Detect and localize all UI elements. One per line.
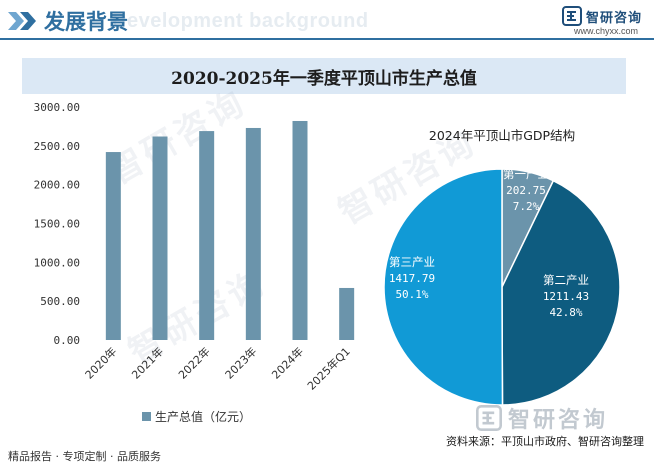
brand-logo-group: 智研咨询 [561,6,642,26]
bar [152,136,168,340]
pie-slice-percent: 50.1% [395,288,428,301]
pie-slice [501,179,621,406]
x-tick-label: 2023年 [222,344,259,381]
header-chevron-icon [8,12,36,30]
pie-slice-label: 第三产业 [389,255,435,269]
pie-slice [383,168,504,406]
x-tick-label: 2025年Q1 [304,344,353,393]
y-tick-label: 0.00 [54,334,81,347]
bar [199,131,215,340]
brand-name: 智研咨询 [585,10,642,26]
footer-brand: 智研咨询 [476,402,608,434]
pie-title: 2024年平顶山市GDP结构 [429,128,575,143]
x-tick-label: 2024年 [269,344,306,381]
legend-swatch [142,412,151,421]
pie-slice-label: 第一产业 [503,167,549,181]
y-tick-label: 2000.00 [34,179,80,192]
x-tick-label: 2021年 [129,344,166,381]
pie-slice-percent: 7.2% [513,200,540,213]
pie-slice-percent: 42.8% [549,306,582,319]
footer-tagline: 精品报告 · 专项定制 · 品质服务 [8,450,161,463]
bar [292,120,308,340]
pie-slice-value: 202.75 [506,184,546,197]
bar [105,152,121,340]
chart-title-bar: 2020-2025年一季度平顶山市生产总值 [22,58,626,94]
header-divider [0,38,654,40]
y-tick-label: 3000.00 [34,101,80,114]
y-tick-label: 1000.00 [34,256,80,269]
bar [339,287,355,340]
legend-label: 生产总值（亿元） [155,409,251,424]
pie-slice-value: 1417.79 [389,272,435,285]
pie-slice-value: 1211.43 [543,290,589,303]
pie-slice-label: 第二产业 [543,273,589,287]
header-title: 发展背景 [44,9,128,34]
y-tick-label: 500.00 [40,295,80,308]
x-tick-label: 2020年 [82,344,119,381]
chart-title: 2020-2025年一季度平顶山市生产总值 [171,68,477,89]
footer-brand-name: 智研咨询 [508,408,609,433]
footer-logo-icon [476,405,502,431]
data-source: 资料来源：平顶山市政府、智研咨询整理 [446,435,644,448]
brand-logo-icon [561,6,582,26]
header-ghost-subtitle: Development background [112,10,369,32]
y-tick-label: 1500.00 [34,218,80,231]
y-tick-label: 2500.00 [34,140,80,153]
bar [245,127,261,340]
brand-url: www.chyxx.com [573,26,638,36]
x-tick-label: 2022年 [175,344,212,381]
